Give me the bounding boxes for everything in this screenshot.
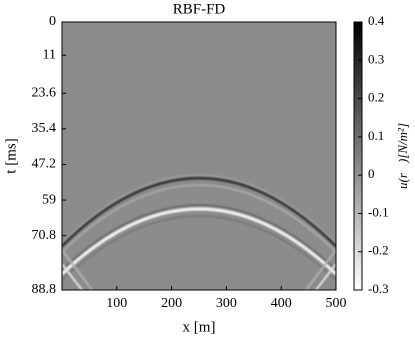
y-tick-label: 0 [49,14,56,29]
x-tick-label: 400 [271,296,292,311]
colorbar [353,21,363,291]
colorbar-tick-label: 0.2 [368,90,384,105]
y-tick-label: 70.8 [32,228,57,243]
colorbar-tick-label: -0.3 [368,281,389,296]
colorbar-tick-label: 0.4 [368,13,385,28]
wavefield [62,174,336,290]
y-tick-label: 35.4 [32,121,57,136]
y-tick-label: 11 [43,47,56,62]
colorbar-tick-label: 0.1 [368,128,384,143]
x-tick-label: 200 [161,296,182,311]
field-background [62,22,336,290]
colorbar-tick-label: -0.2 [368,243,389,258]
x-axis-label: x [m] [183,319,216,335]
colorbar-tick-label: 0.3 [368,51,384,66]
colorbar-label: u(r⃗)[N/m²] [395,123,410,189]
x-tick-label: 500 [326,296,347,311]
y-axis-label: t [ms] [3,138,19,173]
y-tick-label: 47.2 [32,157,57,172]
plot-frame [61,21,337,291]
y-tick-label: 59 [42,192,56,207]
colorbar-tick-label: -0.1 [368,204,389,219]
x-tick-label: 300 [216,296,237,311]
y-tick-label: 23.6 [32,85,57,100]
chart-title: RBF-FD [173,1,226,17]
x-tick-label: 100 [106,296,127,311]
y-tick-label: 88.8 [32,282,57,297]
colorbar-tick-label: 0 [368,166,375,181]
